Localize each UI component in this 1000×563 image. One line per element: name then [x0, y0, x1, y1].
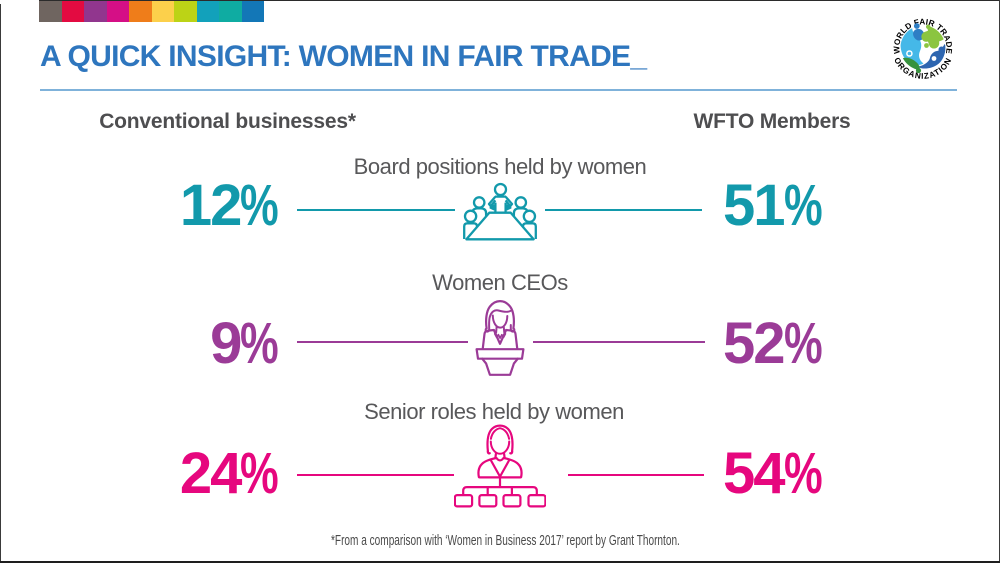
svg-text:ORGANIZATION: ORGANIZATION	[892, 56, 954, 81]
